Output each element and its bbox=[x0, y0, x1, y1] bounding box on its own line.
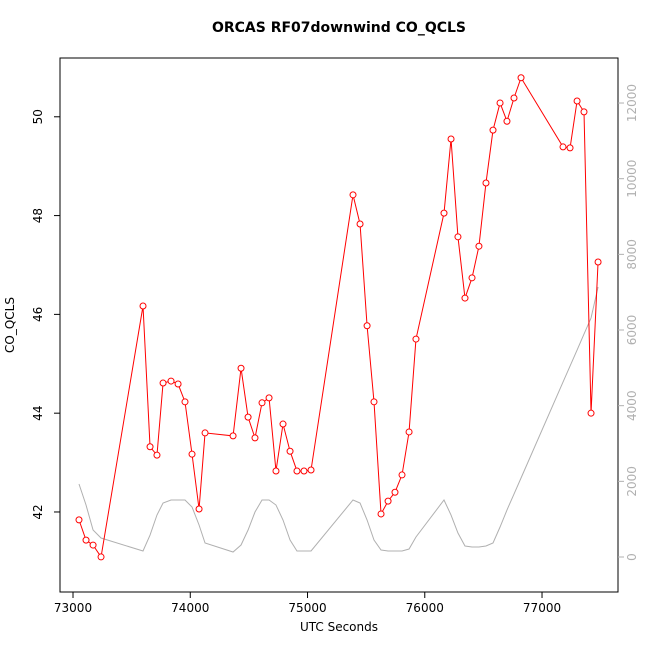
point-marker bbox=[293, 467, 301, 475]
point-marker bbox=[580, 108, 588, 116]
point-marker bbox=[272, 467, 280, 475]
point-marker bbox=[139, 302, 147, 310]
y-tick-label: 42 bbox=[31, 504, 45, 519]
point-marker bbox=[496, 99, 504, 107]
chart-title: ORCAS RF07downwind CO_QCLS bbox=[212, 20, 466, 36]
y2-tick-label: 8000 bbox=[625, 239, 639, 270]
y2-tick-label: 2000 bbox=[625, 466, 639, 497]
point-marker bbox=[587, 409, 595, 417]
point-marker bbox=[89, 541, 97, 549]
point-marker bbox=[307, 466, 315, 474]
point-marker bbox=[82, 536, 90, 544]
point-marker bbox=[475, 242, 483, 250]
point-marker bbox=[279, 420, 287, 428]
point-marker bbox=[188, 450, 196, 458]
x-axis-label: UTC Seconds bbox=[300, 620, 378, 634]
point-marker bbox=[153, 451, 161, 459]
point-marker bbox=[398, 471, 406, 479]
point-marker bbox=[75, 516, 83, 524]
y2-tick-label: 6000 bbox=[625, 315, 639, 346]
point-marker bbox=[377, 510, 385, 518]
point-marker bbox=[559, 143, 567, 151]
point-marker bbox=[237, 364, 245, 372]
x-tick-label: 76000 bbox=[406, 601, 444, 615]
point-marker bbox=[146, 443, 154, 451]
y-tick-label: 44 bbox=[31, 406, 45, 421]
point-marker bbox=[594, 258, 602, 266]
series-line bbox=[78, 76, 599, 559]
point-marker bbox=[468, 274, 476, 282]
point-marker bbox=[244, 413, 252, 421]
point-marker bbox=[461, 294, 469, 302]
point-marker bbox=[370, 398, 378, 406]
point-marker bbox=[201, 429, 209, 437]
point-marker bbox=[412, 335, 420, 343]
y2-tick-label: 4000 bbox=[625, 390, 639, 421]
point-marker bbox=[503, 117, 511, 125]
x-tick-label: 73000 bbox=[54, 601, 92, 615]
y2-tick-label: 10000 bbox=[625, 160, 639, 198]
point-marker bbox=[391, 488, 399, 496]
point-marker bbox=[447, 135, 455, 143]
point-marker bbox=[363, 322, 371, 330]
point-marker bbox=[454, 233, 462, 241]
point-marker bbox=[566, 144, 574, 152]
point-marker bbox=[258, 399, 266, 407]
point-marker bbox=[384, 497, 392, 505]
point-marker bbox=[286, 447, 294, 455]
point-marker bbox=[300, 467, 308, 475]
point-marker bbox=[517, 74, 525, 82]
point-marker bbox=[405, 428, 413, 436]
y-axis-label: CO_QCLS bbox=[3, 297, 17, 353]
point-marker bbox=[251, 434, 259, 442]
point-marker bbox=[356, 220, 364, 228]
point-marker bbox=[482, 179, 490, 187]
point-marker bbox=[573, 97, 581, 105]
y-tick-label: 46 bbox=[31, 307, 45, 322]
x-tick-label: 77000 bbox=[523, 601, 561, 615]
x-tick-label: 74000 bbox=[171, 601, 209, 615]
point-marker bbox=[229, 432, 237, 440]
point-marker bbox=[167, 377, 175, 385]
point-marker bbox=[174, 380, 182, 388]
y2-tick-label: 12000 bbox=[625, 84, 639, 122]
point-marker bbox=[265, 394, 273, 402]
y2-tick-label: 0 bbox=[625, 553, 639, 561]
y-tick-label: 48 bbox=[31, 208, 45, 223]
point-marker bbox=[489, 126, 497, 134]
plot-frame bbox=[59, 57, 619, 593]
x-tick-label: 75000 bbox=[288, 601, 326, 615]
point-marker bbox=[510, 94, 518, 102]
point-marker bbox=[97, 553, 105, 561]
point-marker bbox=[440, 209, 448, 217]
point-marker bbox=[349, 191, 357, 199]
point-marker bbox=[181, 398, 189, 406]
series-line bbox=[78, 286, 599, 553]
y-tick-label: 50 bbox=[31, 109, 45, 124]
point-marker bbox=[195, 505, 203, 513]
point-marker bbox=[159, 379, 167, 387]
